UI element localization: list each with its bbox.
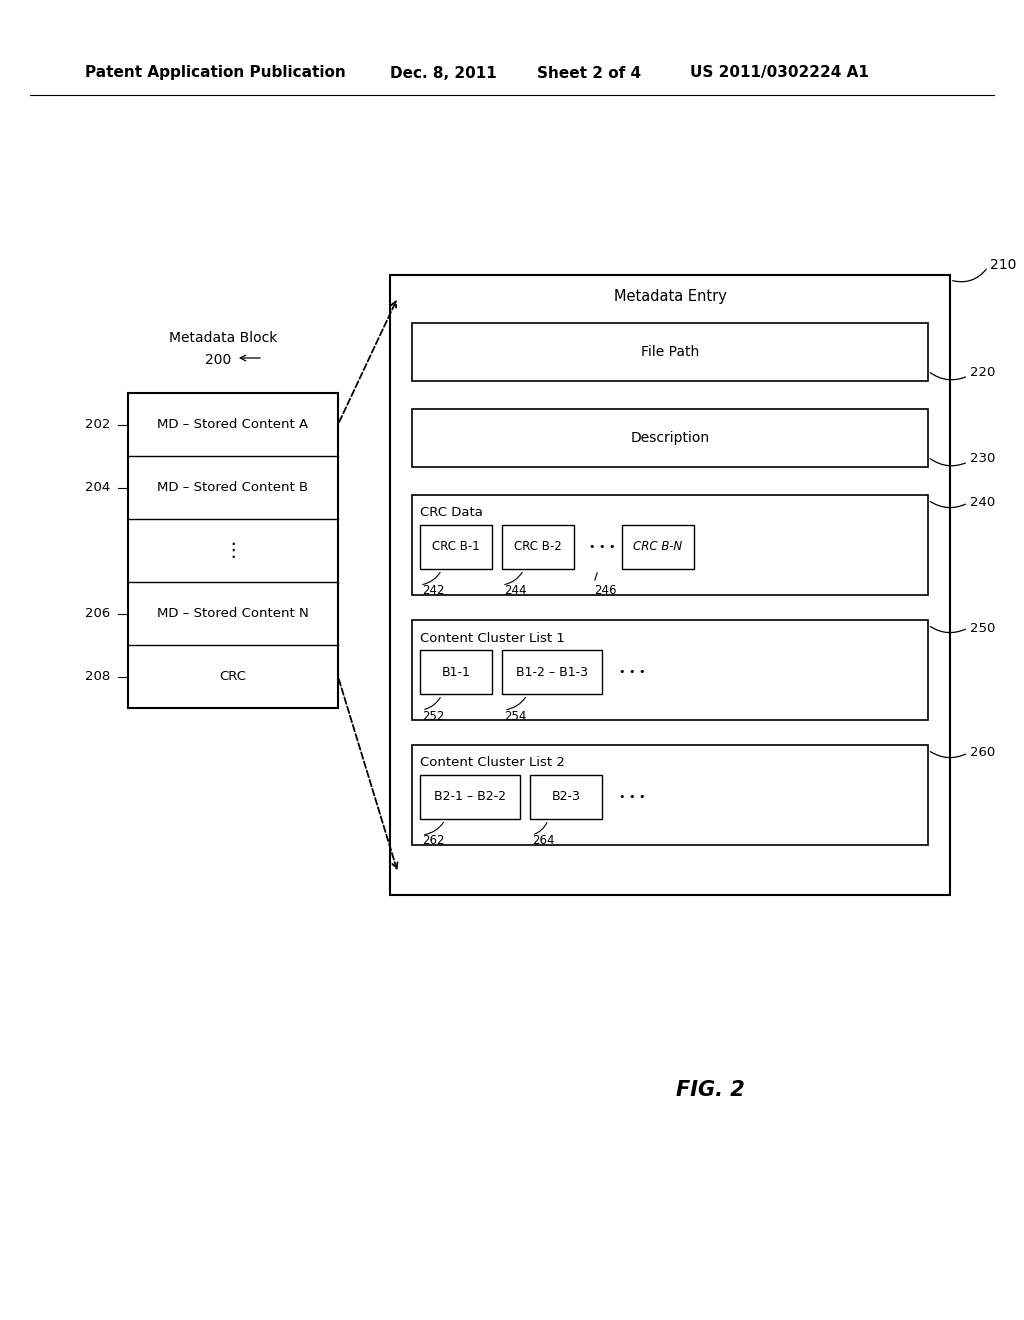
- Text: B1-2 – B1-3: B1-2 – B1-3: [516, 665, 588, 678]
- Bar: [420, 775, 520, 818]
- Text: 242: 242: [422, 585, 444, 598]
- Text: B1-1: B1-1: [441, 665, 470, 678]
- Bar: [420, 525, 492, 569]
- Text: 210: 210: [990, 257, 1017, 272]
- Text: FIG. 2: FIG. 2: [676, 1080, 744, 1100]
- Text: ⋮: ⋮: [223, 541, 243, 560]
- Bar: [412, 495, 928, 595]
- Text: CRC: CRC: [219, 671, 247, 682]
- Text: Patent Application Publication: Patent Application Publication: [85, 66, 346, 81]
- Bar: [420, 649, 492, 694]
- Text: 262: 262: [422, 834, 444, 847]
- Text: CRC B-N: CRC B-N: [634, 540, 683, 553]
- Bar: [622, 525, 694, 569]
- Bar: [128, 393, 338, 708]
- Text: Description: Description: [631, 432, 710, 445]
- Text: 252: 252: [422, 710, 444, 722]
- Text: 240: 240: [970, 496, 995, 510]
- Text: 220: 220: [970, 367, 995, 380]
- Bar: [412, 323, 928, 381]
- Text: CRC B-2: CRC B-2: [514, 540, 562, 553]
- Bar: [502, 649, 602, 694]
- Text: US 2011/0302224 A1: US 2011/0302224 A1: [690, 66, 869, 81]
- Text: File Path: File Path: [641, 345, 699, 359]
- Text: Content Cluster List 1: Content Cluster List 1: [420, 631, 565, 644]
- Text: MD – Stored Content B: MD – Stored Content B: [158, 480, 308, 494]
- Text: 206: 206: [85, 607, 110, 620]
- Text: 246: 246: [594, 585, 616, 598]
- Text: CRC Data: CRC Data: [420, 507, 483, 520]
- Text: 230: 230: [970, 453, 995, 466]
- Text: 202: 202: [85, 418, 110, 432]
- Text: CRC B-1: CRC B-1: [432, 540, 480, 553]
- Text: 250: 250: [970, 622, 995, 635]
- Text: 254: 254: [504, 710, 526, 722]
- Text: 264: 264: [532, 834, 555, 847]
- Bar: [390, 275, 950, 895]
- Text: 204: 204: [85, 480, 110, 494]
- Text: Dec. 8, 2011: Dec. 8, 2011: [390, 66, 497, 81]
- Bar: [412, 620, 928, 719]
- Text: • • •: • • •: [589, 543, 615, 552]
- Text: Metadata Block: Metadata Block: [169, 331, 278, 345]
- Text: 260: 260: [970, 747, 995, 759]
- Text: 208: 208: [85, 671, 110, 682]
- Bar: [502, 525, 574, 569]
- Bar: [412, 409, 928, 467]
- Text: 200: 200: [205, 352, 231, 367]
- Text: • • •: • • •: [618, 667, 645, 677]
- Text: Sheet 2 of 4: Sheet 2 of 4: [537, 66, 641, 81]
- Text: Metadata Entry: Metadata Entry: [613, 289, 726, 305]
- Text: 244: 244: [504, 585, 526, 598]
- Text: • • •: • • •: [618, 792, 645, 803]
- Text: Content Cluster List 2: Content Cluster List 2: [420, 756, 565, 770]
- Text: B2-1 – B2-2: B2-1 – B2-2: [434, 791, 506, 804]
- Text: MD – Stored Content N: MD – Stored Content N: [157, 607, 309, 620]
- Bar: [530, 775, 602, 818]
- Text: MD – Stored Content A: MD – Stored Content A: [158, 418, 308, 432]
- Bar: [412, 744, 928, 845]
- Text: B2-3: B2-3: [552, 791, 581, 804]
